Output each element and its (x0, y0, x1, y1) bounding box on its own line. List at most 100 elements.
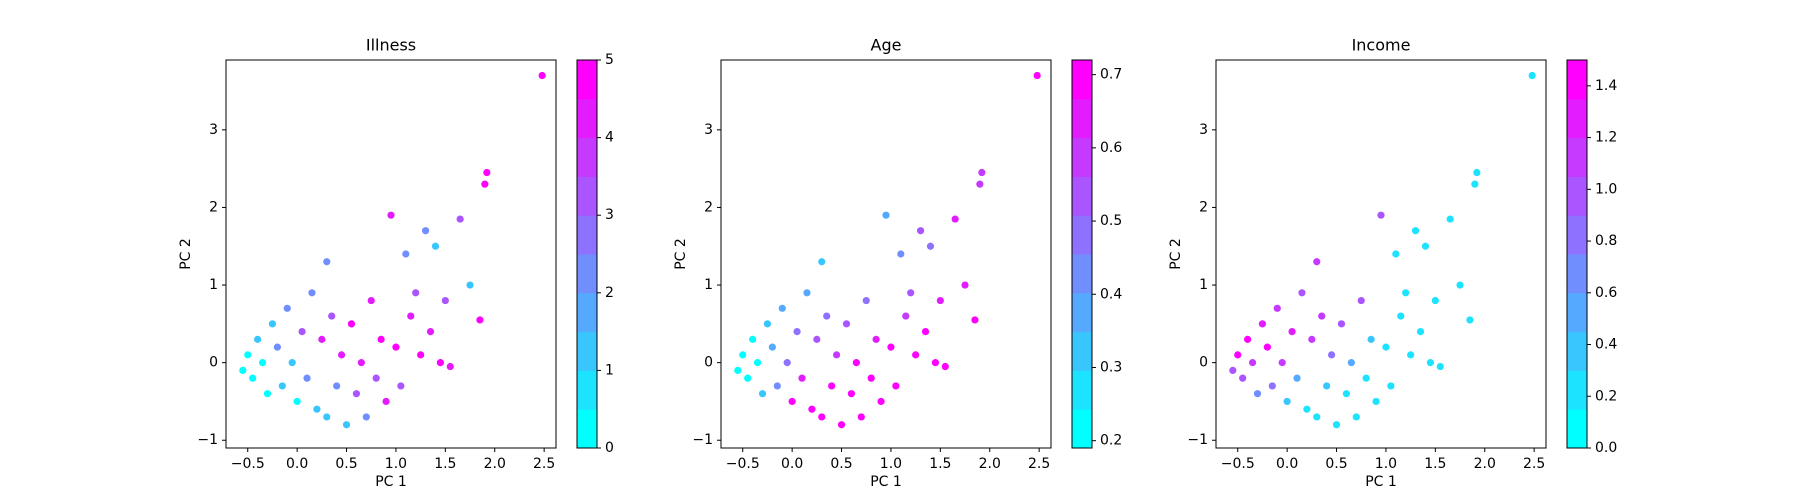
point (1471, 180, 1479, 188)
point (867, 374, 875, 382)
y-tick-label: −1 (1187, 432, 1208, 448)
point (793, 328, 801, 336)
colorbar-band (1567, 254, 1587, 294)
colorbar-tick-label: 0.8 (1595, 233, 1617, 249)
point (813, 335, 821, 343)
point (483, 168, 491, 177)
point (1407, 351, 1415, 359)
point (397, 382, 405, 390)
colorbar-band (577, 370, 597, 410)
point (1293, 374, 1301, 382)
point (1431, 296, 1439, 305)
point (1382, 343, 1390, 351)
colorbar-tick-label: 3 (605, 207, 614, 223)
point (293, 397, 301, 406)
colorbar-band (577, 292, 597, 333)
colorbar-frame (1566, 59, 1588, 449)
x-tick-label: 2.0 (979, 456, 1001, 472)
point (318, 335, 326, 343)
point (1402, 289, 1410, 297)
x-tick-label: 1.5 (434, 456, 456, 472)
colorbar-band (577, 98, 597, 139)
point (347, 320, 356, 328)
x-tick-label: −0.5 (726, 456, 760, 472)
point (892, 382, 900, 390)
colorbar-band (1072, 331, 1092, 371)
point (916, 227, 925, 235)
colorbar-band (577, 60, 597, 100)
y-axis-label: PC 2 (178, 238, 194, 270)
y-tick-label: 3 (704, 122, 713, 138)
point (367, 296, 375, 305)
x-tick-label: 0.0 (1276, 456, 1298, 472)
point (476, 316, 484, 324)
point (1456, 281, 1464, 289)
y-tick-label: 2 (209, 199, 218, 215)
colorbar-band (1567, 98, 1587, 139)
colorbar-band (1072, 60, 1092, 100)
y-tick-label: −1 (197, 432, 218, 448)
point (352, 390, 361, 398)
colorbar-band (1567, 409, 1587, 449)
point (1421, 242, 1430, 250)
y-tick-label: 3 (209, 122, 218, 138)
point (1392, 250, 1400, 258)
point (823, 312, 831, 320)
point (1244, 335, 1252, 343)
y-tick-label: 1 (209, 277, 218, 293)
point (842, 320, 851, 328)
x-tick-label: 1.5 (929, 456, 951, 472)
point (1239, 374, 1247, 382)
x-tick-label: 0.0 (781, 456, 803, 472)
colorbar-frame (1071, 59, 1093, 449)
point (758, 390, 767, 398)
point (818, 258, 826, 266)
point (268, 320, 277, 328)
point (273, 343, 281, 351)
colorbar-tick-label: 4 (605, 130, 614, 146)
point (342, 421, 351, 429)
x-axis-label: PC 1 (375, 474, 407, 490)
point (931, 359, 940, 367)
colorbar-frame (576, 59, 598, 449)
point (912, 351, 920, 359)
point (926, 242, 935, 250)
point (1313, 258, 1321, 266)
y-tick-label: 3 (1199, 122, 1208, 138)
point (978, 168, 986, 177)
point (749, 335, 757, 343)
point (372, 374, 380, 382)
point (744, 374, 752, 382)
point (739, 351, 747, 359)
point (1229, 366, 1237, 374)
point (426, 328, 435, 336)
colorbar-tick-label: 0 (605, 440, 614, 456)
chart-title: Illness (366, 36, 416, 55)
point (1298, 289, 1306, 297)
point (778, 304, 786, 312)
plot-frame (720, 59, 1052, 449)
point (402, 250, 410, 258)
point (303, 374, 311, 382)
point (1273, 304, 1281, 312)
point (258, 359, 267, 367)
colorbar-band (1567, 370, 1587, 410)
colorbar-band (1072, 292, 1092, 333)
point (382, 397, 390, 406)
point (377, 335, 385, 343)
point (753, 359, 762, 367)
point (1426, 359, 1435, 367)
point (1357, 296, 1365, 305)
y-tick-label: 2 (1199, 199, 1208, 215)
point (773, 382, 781, 390)
point (803, 289, 811, 297)
point (887, 343, 895, 351)
y-axis-label: PC 2 (1168, 238, 1184, 270)
point (1308, 335, 1316, 343)
x-tick-label: 2.5 (1523, 456, 1545, 472)
point (837, 421, 846, 429)
point (323, 258, 331, 266)
colorbar-band (577, 331, 597, 371)
colorbar-band (1072, 254, 1092, 294)
y-tick-label: 0 (704, 355, 713, 371)
